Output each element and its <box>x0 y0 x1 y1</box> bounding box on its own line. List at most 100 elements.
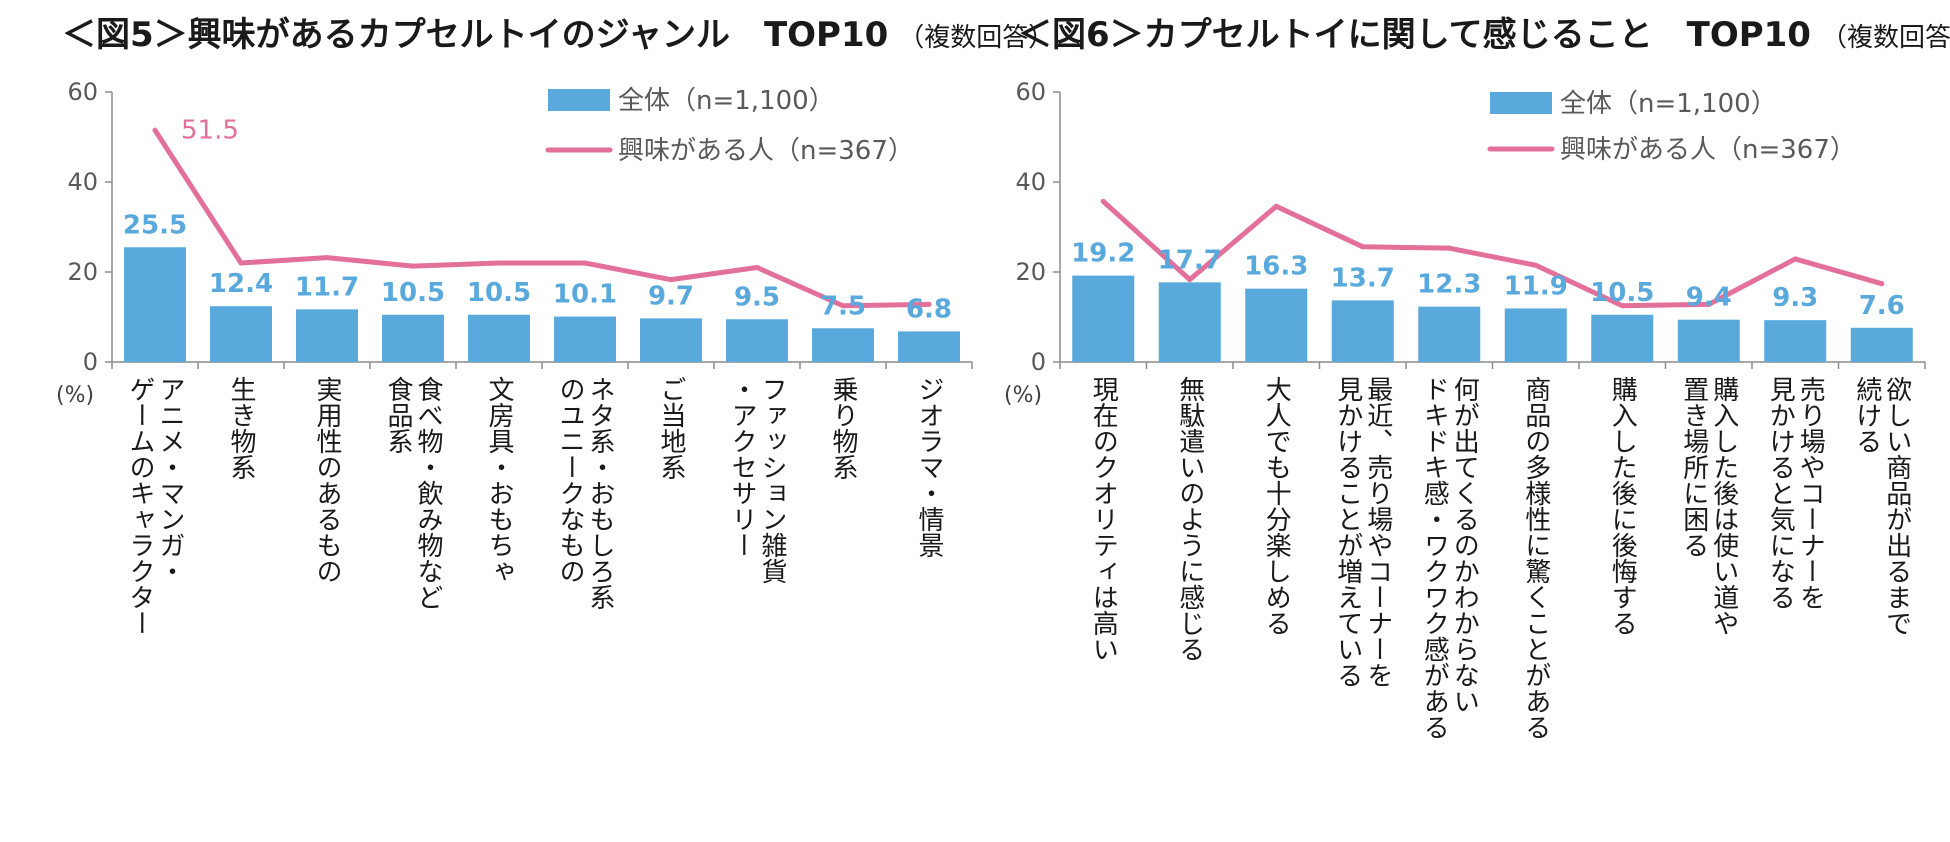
y-tick-label: 20 <box>1015 258 1046 286</box>
category-label: ゲームのキャラクター <box>125 376 155 636</box>
line-point <box>668 277 674 283</box>
legend-swatch-bar <box>548 89 610 111</box>
legend-label-line: 興味がある人（n=367） <box>1560 135 1856 165</box>
line-point <box>324 255 330 261</box>
category-label: アニメ・マンガ・ <box>155 376 185 584</box>
bar <box>898 331 960 362</box>
legend-label-line: 興味がある人（n=367） <box>618 136 914 166</box>
bar <box>812 328 874 362</box>
bar <box>1245 288 1308 362</box>
bar <box>1331 300 1394 362</box>
legend-label-bar: 全体（n=1,100） <box>1560 89 1777 119</box>
bar <box>468 314 530 362</box>
bar <box>726 319 788 362</box>
bar-data-label: 11.7 <box>295 272 359 302</box>
category-label: 何が出てくるのかわからない <box>1449 376 1479 714</box>
category-label: ファッション雑貨 <box>757 376 787 584</box>
line-point <box>1792 256 1798 262</box>
category-label: 乗り物系 <box>828 376 858 480</box>
bar <box>210 306 272 362</box>
bar-data-label: 10.5 <box>381 278 445 308</box>
bar-data-label: 25.5 <box>123 210 187 240</box>
y-tick-label: 0 <box>83 348 98 376</box>
category-label: ネタ系・おもしろ系 <box>585 376 615 610</box>
legend-swatch-bar <box>1490 92 1552 114</box>
chart-title-main: ＜図6＞カプセルトイに関して感じること TOP10 <box>1018 15 1811 55</box>
bar <box>1677 319 1740 362</box>
category-label: 実用性のあるもの <box>312 376 342 584</box>
y-tick-label: 60 <box>1015 78 1046 106</box>
bar-data-label: 13.7 <box>1331 263 1395 293</box>
category-label: 売り場やコーナーを <box>1795 376 1825 610</box>
category-label: 商品の多様性に驚くことがある <box>1521 376 1551 740</box>
line-point <box>238 260 244 266</box>
bar <box>124 247 186 362</box>
line-point <box>840 303 846 309</box>
line-point <box>410 263 416 269</box>
line-point <box>1446 245 1452 251</box>
line-point <box>1533 262 1539 268</box>
category-label: 大人でも十分楽しめる <box>1261 376 1291 636</box>
bar-data-label: 12.4 <box>209 269 273 299</box>
category-label: 見かけることが増えている <box>1333 376 1363 688</box>
unit-label: (%) <box>1004 383 1042 408</box>
bar-data-label: 9.7 <box>648 281 694 311</box>
category-label: 生き物系 <box>226 376 256 480</box>
line-point <box>1100 198 1106 204</box>
bar-data-label: 12.3 <box>1417 270 1481 300</box>
line-point <box>1619 303 1625 309</box>
category-label: 食べ物・飲み物など <box>413 376 443 610</box>
bar <box>1850 327 1913 362</box>
bar <box>1418 306 1481 362</box>
bar-data-label: 19.2 <box>1071 239 1135 269</box>
bar-data-label: 10.5 <box>1590 278 1654 308</box>
category-label: ・アクセサリー <box>727 376 757 558</box>
line-series <box>152 127 932 309</box>
category-label: 最近、売り場やコーナーを <box>1363 376 1393 688</box>
category-label: 食品系 <box>383 376 413 454</box>
chart-6: ＜図6＞カプセルトイに関して感じること TOP10 （複数回答） 0 20 40 60 (%… <box>1004 15 1950 740</box>
bar-data-label: 6.8 <box>906 294 952 324</box>
bar <box>382 314 444 362</box>
category-label: ご当地系 <box>656 376 686 480</box>
bar <box>1504 308 1567 362</box>
line-point <box>496 260 502 266</box>
unit-label: (%) <box>56 383 94 408</box>
chart-title: ＜図6＞カプセルトイに関して感じること TOP10 （複数回答） <box>1018 15 1950 55</box>
category-label: 文房具・おもちゃ <box>484 376 514 584</box>
category-label: 置き場所に困る <box>1679 376 1709 558</box>
bar-data-label: 9.5 <box>734 282 780 312</box>
y-tick-label: 0 <box>1031 348 1046 376</box>
bar-data-label: 9.4 <box>1686 283 1732 313</box>
bar-data-label: 11.9 <box>1504 271 1568 301</box>
bar <box>1072 275 1135 362</box>
line-point <box>926 301 932 307</box>
legend-label-bar: 全体（n=1,100） <box>618 86 835 116</box>
chart-subtitle: （複数回答） <box>1821 23 1950 53</box>
category-label: ジオラマ・情景 <box>914 376 944 558</box>
line-point <box>1187 277 1193 283</box>
bar-data-label: 10.5 <box>467 278 531 308</box>
bar <box>554 316 616 362</box>
category-label: 欲しい商品が出るまで <box>1882 376 1912 636</box>
bar-data-label: 17.7 <box>1158 245 1222 275</box>
category-label: のユニークなもの <box>555 376 585 584</box>
line-point <box>1706 301 1712 307</box>
y-tick-label: 20 <box>67 258 98 286</box>
category-label: 購入した後に後悔する <box>1607 376 1637 636</box>
bar <box>1158 282 1221 362</box>
line-series <box>1100 198 1885 309</box>
category-label: ドキドキ感・ワクワク感がある <box>1419 376 1449 740</box>
category-label: 現在のクオリティは高い <box>1088 376 1118 662</box>
line-point <box>1360 244 1366 250</box>
chart-subtitle: （複数回答） <box>898 23 1054 53</box>
line-point <box>582 260 588 266</box>
bar <box>640 318 702 362</box>
line-point <box>152 127 158 133</box>
bar <box>296 309 358 362</box>
chart-title: ＜図5＞興味があるカプセルトイのジャンル TOP10 （複数回答） <box>62 15 1054 55</box>
bar-data-label: 9.3 <box>1772 283 1818 313</box>
bar-data-label: 10.1 <box>553 280 617 310</box>
y-tick-label: 60 <box>67 78 98 106</box>
category-label: 無駄遣いのように感じる <box>1175 376 1205 662</box>
